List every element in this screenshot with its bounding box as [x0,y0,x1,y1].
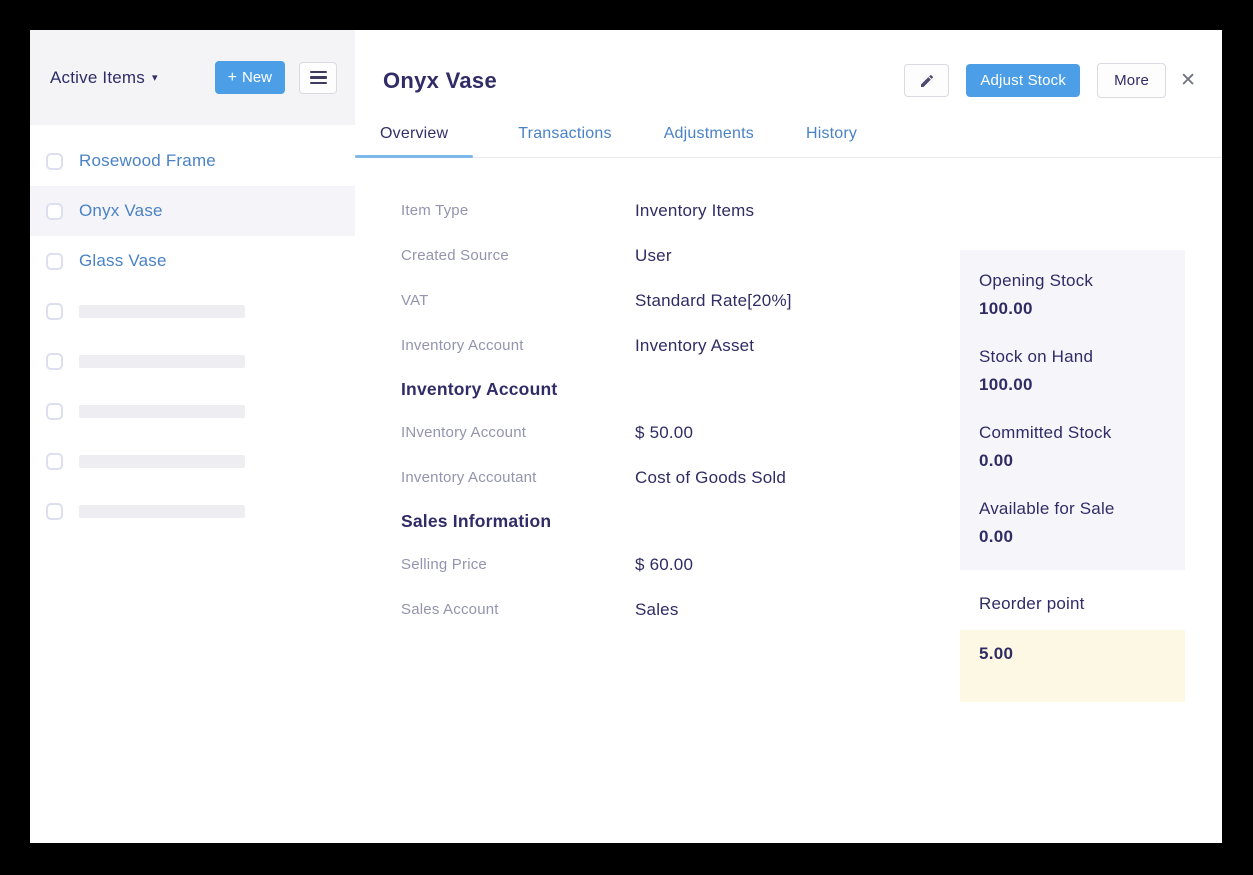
more-button[interactable]: More [1097,63,1167,98]
sidebar-header: Active Items ▾ + New [30,30,355,125]
stock-summary-card: Opening Stock 100.00 Stock on Hand 100.0… [960,250,1185,570]
item-checkbox [46,452,63,470]
item-checkbox [46,302,63,320]
field-label: Selling Price [401,556,487,573]
tab-history[interactable]: History [805,125,858,142]
skeleton-placeholder [79,504,245,518]
field-label: Sales Account [401,601,499,618]
field-cost-account: Inventory Accoutant Cost of Goods Sold [401,455,921,500]
stock-value: 100.00 [979,375,1033,394]
overview-fields: Item Type Inventory Items Created Source… [401,188,921,632]
field-created-source: Created Source User [401,233,921,278]
plus-icon: + [227,68,237,86]
field-label: Inventory Accoutant [401,469,537,486]
stock-available: Available for Sale 0.00 [979,497,1166,552]
stock-label: Opening Stock [979,271,1094,290]
item-checkbox [46,402,63,420]
field-value: Inventory Asset [635,335,755,355]
stock-summary-panel: Opening Stock 100.00 Stock on Hand 100.0… [960,250,1185,702]
field-inventory-account: Inventory Account Inventory Asset [401,323,921,368]
edit-button[interactable] [904,64,950,97]
item-checkbox[interactable] [46,202,63,220]
skeleton-placeholder [79,454,245,468]
stock-label: Available for Sale [979,499,1115,518]
tab-overview[interactable]: Overview [355,125,474,158]
hamburger-icon [309,70,327,85]
skeleton-placeholder [79,354,245,368]
new-item-button[interactable]: + New [214,61,285,94]
list-item-skeleton [30,286,355,336]
stock-label: Stock on Hand [979,347,1094,366]
field-value: User [635,245,672,265]
field-value: Inventory Items [635,200,755,220]
list-item-rosewood-frame[interactable]: Rosewood Frame [30,136,355,186]
pencil-icon [920,74,933,87]
stock-value: 0.00 [979,451,1014,470]
list-item-skeleton [30,486,355,536]
field-label: Created Source [401,247,509,264]
list-options-button[interactable] [299,61,337,94]
item-checkbox [46,352,63,370]
field-value: $ 60.00 [635,554,694,574]
new-item-label: New [241,69,272,86]
list-item-glass-vase[interactable]: Glass Vase [30,236,355,286]
detail-header: Onyx Vase Adjust Stock More ✕ [355,30,1222,125]
reorder-point-label: Reorder point [979,594,1085,613]
caret-down-icon: ▾ [151,72,158,84]
field-value: Standard Rate[20%] [635,290,792,310]
field-item-type: Item Type Inventory Items [401,188,921,233]
skeleton-placeholder [79,304,245,318]
field-label: Item Type [401,202,469,219]
reorder-point-value: 5.00 [979,644,1014,663]
item-checkbox[interactable] [46,152,63,170]
field-label: INventory Account [401,424,527,441]
stock-value: 0.00 [979,527,1014,546]
page-title: Onyx Vase [383,67,497,93]
overview-content: Item Type Inventory Items Created Source… [355,158,1222,843]
items-filter-label: Active Items [50,67,145,87]
stock-opening: Opening Stock 100.00 [979,269,1166,324]
item-label: Onyx Vase [79,201,163,220]
stock-committed: Committed Stock 0.00 [979,421,1166,476]
list-item-skeleton [30,436,355,486]
adjust-stock-button[interactable]: Adjust Stock [966,64,1081,97]
sidebar: Active Items ▾ + New Rosewood Frame Onyx… [30,30,355,843]
stock-value: 100.00 [979,299,1033,318]
field-label: VAT [401,292,429,309]
stock-label: Committed Stock [979,423,1112,442]
item-label: Rosewood Frame [79,151,216,170]
field-value: Sales [635,599,679,619]
item-checkbox[interactable] [46,252,63,270]
list-item-skeleton [30,336,355,386]
detail-tabs: Overview Transactions Adjustments Histor… [355,125,1222,158]
app-window: Active Items ▾ + New Rosewood Frame Onyx… [30,30,1222,843]
field-vat: VAT Standard Rate[20%] [401,278,921,323]
tab-transactions[interactable]: Transactions [518,125,612,142]
section-heading-sales-information: Sales Information [401,510,552,531]
items-list: Rosewood Frame Onyx Vase Glass Vase [30,125,355,536]
tab-adjustments[interactable]: Adjustments [663,125,754,142]
item-label: Glass Vase [79,251,167,270]
field-selling-price: Selling Price $ 60.00 [401,542,921,587]
field-cost-price: INventory Account $ 50.00 [401,410,921,455]
reorder-point-highlight: 5.00 [960,630,1185,702]
field-value: Cost of Goods Sold [635,467,787,487]
skeleton-placeholder [79,404,245,418]
stock-on-hand: Stock on Hand 100.00 [979,345,1166,400]
header-actions: Adjust Stock More ✕ [904,63,1196,98]
close-icon[interactable]: ✕ [1180,70,1196,91]
field-value: $ 50.00 [635,422,694,442]
field-sales-account: Sales Account Sales [401,587,921,632]
list-item-skeleton [30,386,355,436]
list-item-onyx-vase[interactable]: Onyx Vase [30,186,355,236]
items-filter-dropdown[interactable]: Active Items ▾ [50,68,158,88]
item-checkbox [46,502,63,520]
field-label: Inventory Account [401,337,524,354]
section-heading-inventory-account: Inventory Account [401,378,558,399]
detail-panel: Onyx Vase Adjust Stock More ✕ Overview T… [355,30,1222,843]
